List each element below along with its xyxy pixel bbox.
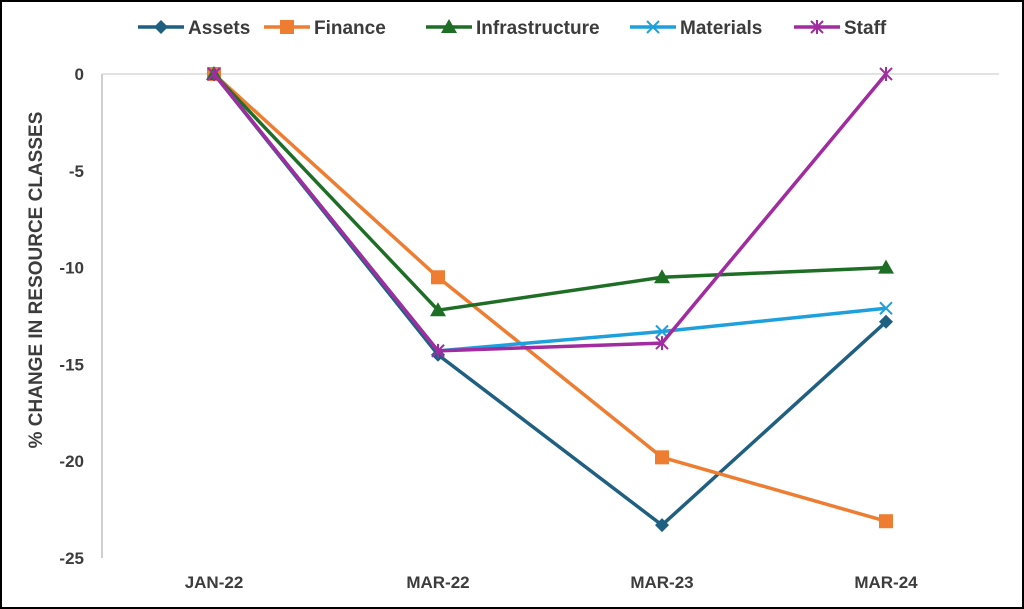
legend-marker-infrastructure — [441, 19, 457, 33]
data-point-finance — [879, 514, 893, 529]
legend-item-infrastructure: Infrastructure — [426, 18, 600, 39]
series-line-staff — [212, 72, 888, 353]
data-point-staff — [879, 67, 893, 81]
x-tick-label: MAR-22 — [406, 573, 469, 592]
legend-item-staff: Staff — [794, 18, 887, 39]
x-tick-label: MAR-24 — [854, 573, 918, 592]
series-line-materials — [212, 72, 887, 353]
y-axis-title: % CHANGE IN RESOURCE CLASSES — [26, 112, 47, 449]
data-point-finance — [431, 270, 445, 285]
x-tick-label: MAR-23 — [630, 573, 693, 592]
legend-label-assets: Assets — [188, 18, 250, 39]
data-point-materials — [879, 301, 893, 315]
series-line-infrastructure — [212, 72, 887, 312]
series-staff — [207, 67, 893, 358]
data-point-infrastructure — [654, 269, 670, 284]
x-tick-label: JAN-22 — [185, 573, 244, 592]
data-point-infrastructure — [430, 302, 446, 317]
series-line-assets — [212, 72, 888, 527]
legend-marker-finance — [280, 20, 294, 34]
legend: Assets Finance Infrastructure Materials Staf… — [138, 18, 887, 39]
data-point-finance — [655, 450, 669, 465]
series-layer — [206, 66, 894, 533]
legend-label-finance: Finance — [314, 18, 386, 39]
series-finance — [207, 67, 893, 529]
y-tick-label: -15 — [59, 355, 84, 374]
legend-marker-staff — [810, 20, 824, 34]
y-tick-labels: 0 -5 -10 -15 -20 -25 — [59, 65, 84, 568]
legend-item-materials: Materials — [630, 18, 762, 39]
y-tick-label: -10 — [59, 259, 84, 278]
y-tick-label: 0 — [75, 65, 84, 84]
data-point-assets — [655, 518, 669, 533]
x-tick-labels: JAN-22 MAR-22 MAR-23 MAR-24 — [185, 573, 918, 592]
series-line-finance — [212, 72, 887, 523]
legend-label-materials: Materials — [680, 18, 762, 39]
data-point-staff — [431, 343, 445, 358]
legend-item-finance: Finance — [264, 18, 386, 39]
data-point-infrastructure — [878, 259, 894, 274]
y-tick-label: -5 — [69, 162, 84, 181]
data-point-staff — [655, 336, 669, 351]
y-tick-label: -25 — [59, 549, 84, 568]
y-tick-label: -20 — [59, 452, 84, 471]
legend-label-staff: Staff — [844, 18, 887, 39]
data-point-assets — [879, 314, 893, 329]
data-point-staff — [207, 67, 221, 81]
legend-marker-materials — [646, 20, 660, 34]
legend-label-infrastructure: Infrastructure — [476, 18, 600, 39]
legend-marker-assets — [154, 20, 168, 34]
data-point-materials — [655, 324, 669, 339]
series-materials — [207, 67, 893, 358]
legend-item-assets: Assets — [138, 18, 250, 39]
series-assets — [207, 67, 893, 533]
